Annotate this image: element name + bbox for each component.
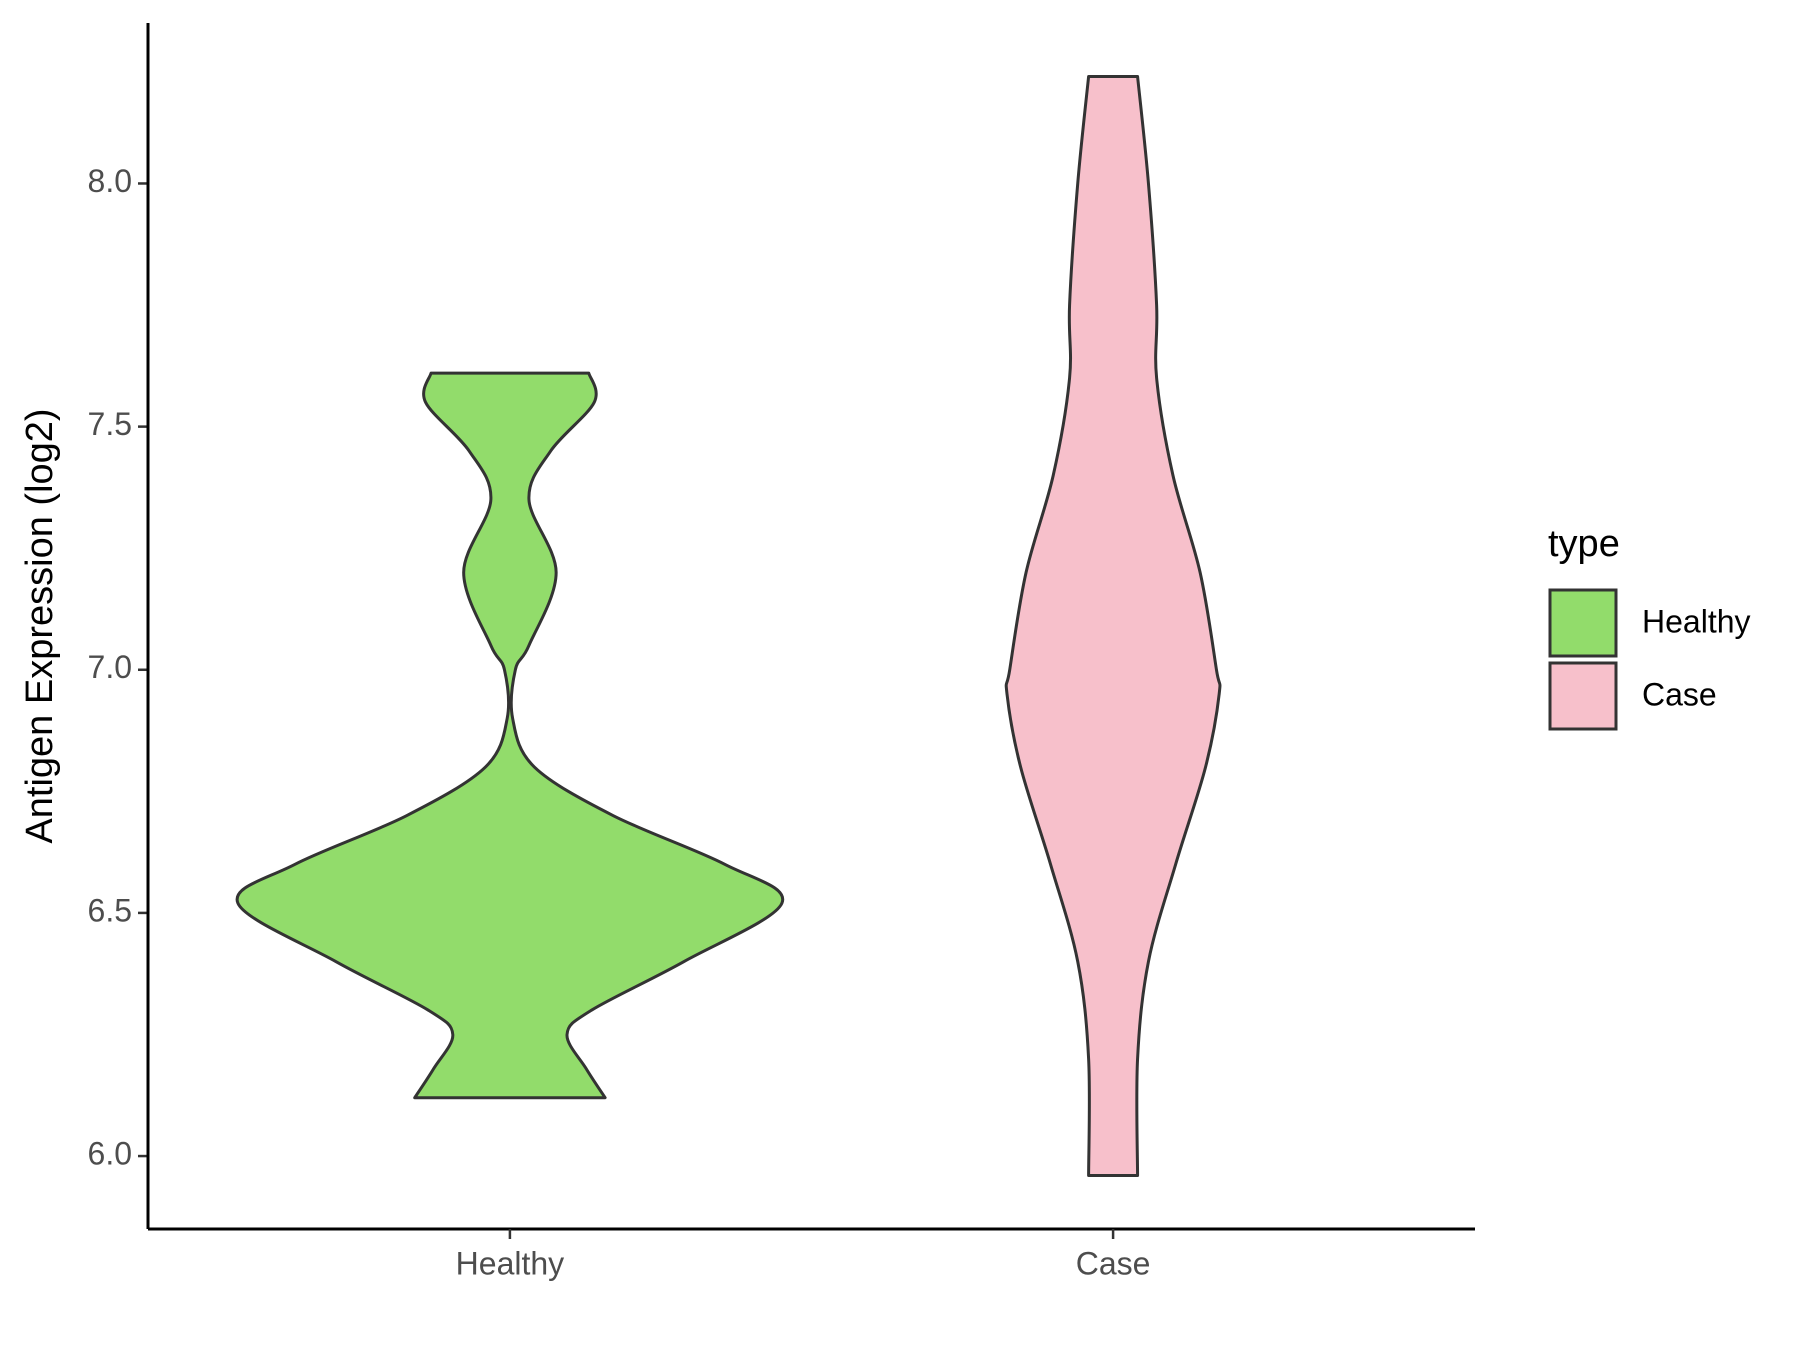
- legend-label: Healthy: [1642, 603, 1751, 639]
- x-tick-label: Case: [1076, 1245, 1151, 1281]
- legend-key: [1548, 588, 1618, 658]
- legend-key: [1548, 661, 1618, 731]
- legend-title: type: [1548, 523, 1620, 565]
- legend-label: Case: [1642, 676, 1717, 712]
- y-axis-label: Antigen Expression (log2): [19, 408, 61, 843]
- y-tick-label: 7.0: [88, 649, 132, 685]
- y-tick-label: 6.0: [88, 1136, 132, 1172]
- y-tick-label: 7.5: [88, 406, 132, 442]
- y-tick-label: 8.0: [88, 163, 132, 199]
- violin: [1004, 74, 1222, 1178]
- y-tick-label: 6.5: [88, 892, 132, 928]
- x-tick-label: Healthy: [456, 1245, 565, 1281]
- violin: [235, 371, 785, 1100]
